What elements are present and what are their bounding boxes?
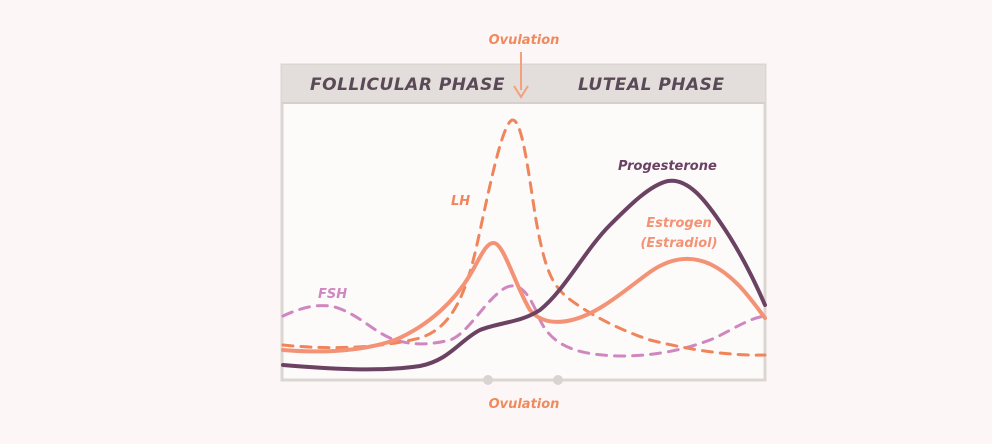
ovulation-end-marker	[553, 375, 563, 385]
progesterone-label: Progesterone	[618, 159, 717, 174]
lh-label: LH	[451, 194, 470, 209]
phase-header-band	[282, 65, 765, 103]
luteal-phase-label: LUTEAL PHASE	[578, 75, 725, 95]
follicular-phase-label: FOLLICULAR PHASE	[310, 75, 505, 95]
chart-frame	[280, 63, 767, 382]
ovulation-arrow-head	[513, 85, 529, 99]
fsh-label: FSH	[318, 287, 347, 302]
lh-curve	[281, 118, 767, 357]
estrogen-curve	[281, 241, 767, 354]
ovulation-top-label: Ovulation	[489, 33, 560, 48]
fsh-curve	[281, 284, 767, 358]
ovulation-bottom-label: Ovulation	[489, 397, 560, 412]
progesterone-curve	[281, 178, 767, 372]
ovulation-start-marker	[483, 375, 493, 385]
estradiol-label: (Estradiol)	[640, 236, 717, 251]
estrogen-label: Estrogen	[646, 216, 712, 231]
